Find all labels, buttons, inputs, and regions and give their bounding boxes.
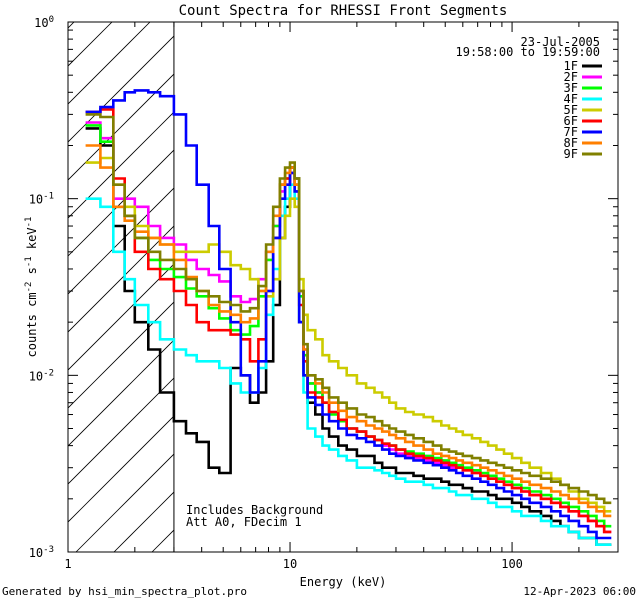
legend-item-4F: 4F: [564, 92, 602, 106]
y-tick-label: 10-1: [29, 192, 54, 207]
series-4F: [85, 183, 612, 546]
series-6F: [85, 108, 612, 534]
series-3F: [85, 124, 612, 528]
series-5F: [85, 156, 612, 513]
attenuator-annotation: Att A0, FDecim 1: [186, 515, 302, 529]
legend-label: 9F: [564, 147, 578, 161]
series-2F: [85, 121, 612, 534]
legend-label: 1F: [564, 59, 578, 73]
legend-label: 6F: [564, 114, 578, 128]
legend-label: 3F: [564, 81, 578, 95]
y-tick-label: 100: [34, 15, 54, 30]
legend-item-7F: 7F: [564, 125, 602, 139]
series-9F: [85, 113, 612, 505]
legend-label: 8F: [564, 136, 578, 150]
x-tick-label: 1: [64, 557, 71, 571]
y-tick-label: 10-3: [29, 545, 54, 560]
legend-item-6F: 6F: [564, 114, 602, 128]
legend-item-1F: 1F: [564, 59, 602, 73]
footer-generated: Generated by hsi_min_spectra_plot.pro: [2, 585, 248, 598]
series-7F: [85, 89, 612, 540]
chart-title: Count Spectra for RHESSI Front Segments: [179, 3, 508, 19]
y-tick-label: 10-2: [29, 368, 54, 383]
background-annotation: Includes Background: [186, 503, 323, 517]
hatched-region: [68, 22, 175, 552]
legend-label: 5F: [564, 103, 578, 117]
svg-text:counts cm-2 s-1 keV-1: counts cm-2 s-1 keV-1: [24, 217, 39, 358]
legend-item-9F: 9F: [564, 147, 602, 161]
series-1F: [85, 127, 612, 546]
legend-item-3F: 3F: [564, 81, 602, 95]
x-tick-label: 100: [501, 557, 523, 571]
x-tick-label: 10: [283, 557, 297, 571]
legend-item-2F: 2F: [564, 70, 602, 84]
x-axis-label: Energy (keV): [300, 575, 387, 589]
legend-label: 7F: [564, 125, 578, 139]
legend-item-5F: 5F: [564, 103, 602, 117]
date-annotation: 23-Jul-2005: [521, 35, 600, 49]
legend-item-8F: 8F: [564, 136, 602, 150]
legend-label: 4F: [564, 92, 578, 106]
series-8F: [85, 144, 612, 518]
time-range-annotation: 19:58:00 to 19:59:00: [456, 45, 601, 59]
footer-timestamp: 12-Apr-2023 06:00: [523, 585, 636, 598]
y-axis-label: counts cm-2 s-1 keV-1: [24, 217, 39, 358]
plot-frame: [67, 21, 619, 553]
legend-label: 2F: [564, 70, 578, 84]
